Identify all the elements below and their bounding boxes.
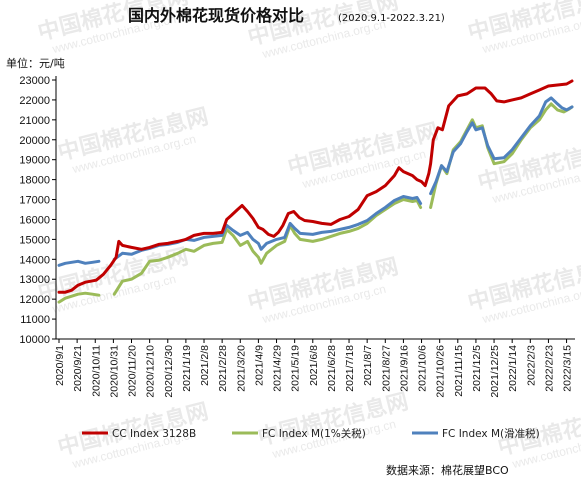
x-tick-label: 2021/8/27 xyxy=(380,345,392,392)
chart-title: 国内外棉花现货价格对比 xyxy=(128,6,304,25)
chart-subtitle: (2020.9.1-2022.3.21) xyxy=(338,13,445,24)
x-tick-label: 2021/6/8 xyxy=(308,345,320,386)
data-source-note: 数据来源：棉花展望BCO xyxy=(386,463,509,477)
y-tick-label: 11000 xyxy=(20,314,50,326)
x-tick-label: 2020/12/10 xyxy=(145,345,157,398)
x-tick-label: 2022/2/3 xyxy=(525,345,537,386)
y-tick-label: 22000 xyxy=(19,95,50,107)
x-tick-label: 2021/12/25 xyxy=(489,345,501,398)
x-tick-label: 2021/5/19 xyxy=(290,345,302,392)
y-tick-label: 10000 xyxy=(19,334,50,346)
x-tick-label: 2020/11/20 xyxy=(127,345,139,397)
y-tick-label: 13000 xyxy=(19,274,50,286)
x-tick-label: 2022/1/14 xyxy=(507,345,519,392)
y-tick-label: 14000 xyxy=(19,254,50,266)
y-tick-label: 16000 xyxy=(19,214,50,226)
y-tick-label: 19000 xyxy=(19,155,50,167)
legend: CC Index 3128B FC Index M(1%关税) FC Index… xyxy=(82,427,540,440)
x-tick-label: 2021/9/16 xyxy=(398,345,410,392)
x-tick-label: 2020/12/30 xyxy=(163,345,175,398)
legend-label-fc-1pct: FC Index M(1%关税) xyxy=(262,427,366,440)
x-tick-label: 2021/1/19 xyxy=(181,345,193,392)
x-tick-label: 2020/10/31 xyxy=(108,345,120,398)
y-tick-label: 15000 xyxy=(19,234,50,246)
y-axis-unit-label: 单位：元/吨 xyxy=(6,56,65,70)
y-tick-label: 17000 xyxy=(19,195,50,207)
x-tick-label: 2020/10/11 xyxy=(90,345,102,397)
x-tick-label: 2020/9/21 xyxy=(72,345,84,392)
x-tick-label: 2021/8/7 xyxy=(362,345,374,386)
x-tick-label: 2021/6/28 xyxy=(326,345,338,392)
x-tick-label: 2021/12/5 xyxy=(471,345,483,392)
y-tick-label: 18000 xyxy=(19,175,50,187)
y-tick-label: 23000 xyxy=(19,75,50,87)
x-tick-label: 2021/2/28 xyxy=(217,345,229,392)
x-tick-label: 2021/2/8 xyxy=(199,345,211,386)
x-tick-label: 2021/3/20 xyxy=(235,345,247,392)
x-tick-label: 2021/10/26 xyxy=(435,345,447,398)
x-axis: 2020/9/1 2020/9/21 2020/10/11 2020/10/31 202… xyxy=(54,338,575,398)
legend-label-fc-sliding: FC Index M(滑准税) xyxy=(442,427,540,440)
y-tick-label: 20000 xyxy=(19,135,50,147)
x-tick-label: 2022/3/15 xyxy=(562,345,574,392)
x-tick-label: 2021/7/18 xyxy=(344,345,356,392)
x-tick-label: 2021/4/9 xyxy=(253,345,265,386)
x-tick-label: 2021/11/15 xyxy=(453,345,465,397)
legend-label-cc-index: CC Index 3128B xyxy=(112,428,196,440)
x-tick-label: 2021/4/29 xyxy=(272,345,284,392)
y-tick-label: 21000 xyxy=(19,115,50,127)
series-layer xyxy=(57,79,574,304)
y-tick-label: 12000 xyxy=(19,294,50,306)
cc-index-line xyxy=(57,79,574,294)
y-axis: 10000 11000 12000 13000 14000 15000 16000 17000… xyxy=(19,75,57,346)
x-tick-label: 2021/10/6 xyxy=(417,345,429,392)
x-tick-label: 2020/9/1 xyxy=(54,345,66,386)
x-tick-label: 2022/2/23 xyxy=(543,345,555,392)
